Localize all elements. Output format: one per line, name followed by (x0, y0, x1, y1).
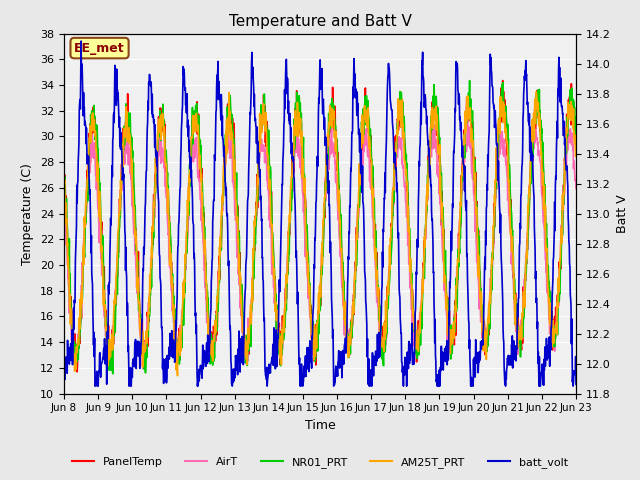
batt_volt (232, 355, 240, 361)
AM25T_PRT (511, 294, 519, 300)
Line: batt_volt: batt_volt (64, 41, 576, 386)
NR01_PRT (512, 305, 520, 311)
AirT (572, 186, 580, 192)
AM25T_PRT (60, 175, 68, 180)
Line: AirT: AirT (64, 117, 576, 369)
Line: NR01_PRT: NR01_PRT (64, 81, 576, 374)
Legend: PanelTemp, AirT, NR01_PRT, AM25T_PRT, batt_volt: PanelTemp, AirT, NR01_PRT, AM25T_PRT, ba… (68, 452, 572, 472)
NR01_PRT (232, 182, 239, 188)
AirT (467, 139, 474, 144)
AirT (512, 328, 520, 334)
batt_volt (163, 356, 170, 361)
X-axis label: Time: Time (305, 419, 335, 432)
AM25T_PRT (467, 105, 474, 110)
NR01_PRT (466, 78, 474, 84)
NR01_PRT (60, 179, 68, 184)
PanelTemp (512, 297, 520, 302)
Y-axis label: Temperature (C): Temperature (C) (22, 163, 35, 264)
AM25T_PRT (161, 156, 169, 162)
AM25T_PRT (532, 89, 540, 95)
PanelTemp (74, 369, 81, 375)
batt_volt (91, 383, 99, 389)
batt_volt (175, 222, 182, 228)
AM25T_PRT (399, 136, 407, 142)
AM25T_PRT (572, 147, 580, 153)
PanelTemp (499, 78, 506, 84)
batt_volt (60, 368, 68, 374)
Y-axis label: Batt V: Batt V (616, 194, 629, 233)
NR01_PRT (109, 371, 116, 377)
NR01_PRT (572, 138, 580, 144)
PanelTemp (162, 156, 170, 161)
AirT (139, 366, 147, 372)
NR01_PRT (174, 349, 182, 355)
PanelTemp (467, 114, 474, 120)
batt_volt (77, 38, 85, 44)
Text: Temperature and Batt V: Temperature and Batt V (228, 14, 412, 29)
PanelTemp (60, 163, 68, 169)
NR01_PRT (399, 124, 407, 130)
batt_volt (467, 383, 474, 389)
AirT (232, 217, 239, 223)
AirT (174, 342, 182, 348)
Line: AM25T_PRT: AM25T_PRT (64, 92, 576, 376)
AirT (162, 191, 170, 196)
Line: PanelTemp: PanelTemp (64, 81, 576, 372)
PanelTemp (174, 342, 182, 348)
Text: EE_met: EE_met (74, 42, 125, 55)
PanelTemp (572, 142, 580, 147)
AirT (463, 114, 471, 120)
AM25T_PRT (174, 347, 182, 352)
PanelTemp (399, 129, 407, 134)
NR01_PRT (467, 96, 474, 102)
AM25T_PRT (232, 196, 239, 202)
batt_volt (572, 382, 580, 387)
batt_volt (400, 371, 408, 376)
NR01_PRT (162, 147, 170, 153)
AirT (60, 194, 68, 200)
AirT (399, 162, 407, 168)
PanelTemp (232, 193, 239, 199)
batt_volt (512, 358, 520, 364)
AM25T_PRT (173, 373, 181, 379)
